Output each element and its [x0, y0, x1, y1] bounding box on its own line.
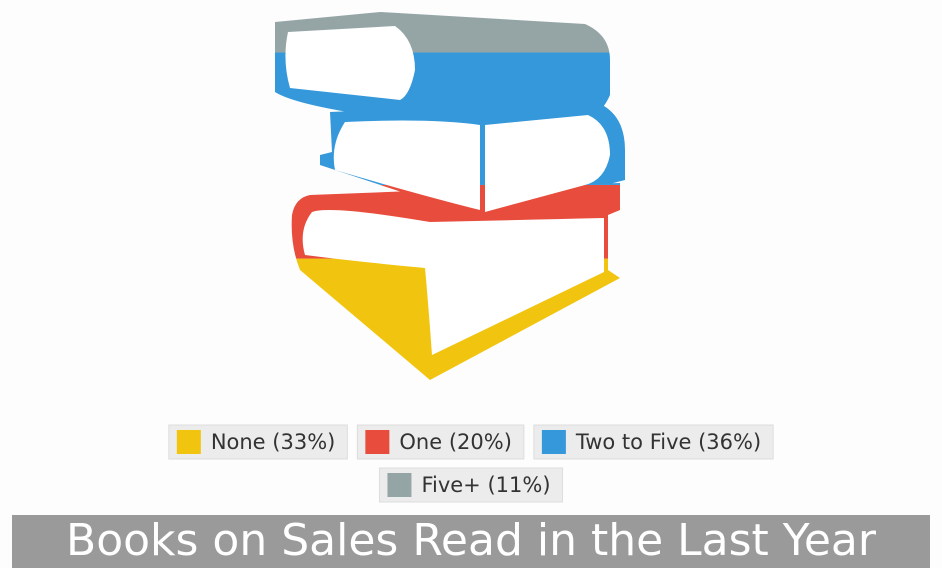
pages [285, 26, 610, 355]
legend-value: (11%) [487, 473, 550, 497]
legend: None (33%) One (20%) Two to Five (36%) Five… [168, 424, 774, 503]
legend-name: None [211, 430, 266, 454]
title-bar [12, 515, 930, 568]
legend-name: Two to Five [575, 430, 692, 454]
legend-swatch [365, 430, 390, 454]
legend-item: Two to Five (36%) [533, 424, 774, 460]
legend-swatch [387, 473, 412, 497]
legend-swatch [176, 430, 201, 454]
legend-bg [533, 424, 774, 460]
legend-name: One [399, 430, 442, 454]
legend-label: One (20%) [399, 430, 512, 454]
legend-item: Five+ (11%) [378, 467, 564, 503]
legend-value: (20%) [449, 430, 512, 454]
chart-title: Books on Sales Read in the Last Year [66, 515, 877, 566]
legend-swatch [541, 430, 566, 454]
legend-value: (36%) [698, 430, 761, 454]
legend-value: (33%) [272, 430, 335, 454]
legend-label: Two to Five (36%) [575, 430, 761, 454]
legend-name: Five+ [421, 473, 480, 497]
legend-label: None (33%) [211, 430, 336, 454]
legend-label: Five+ (11%) [421, 473, 550, 497]
legend-item: None (33%) [168, 424, 348, 460]
legend-item: One (20%) [356, 424, 525, 460]
